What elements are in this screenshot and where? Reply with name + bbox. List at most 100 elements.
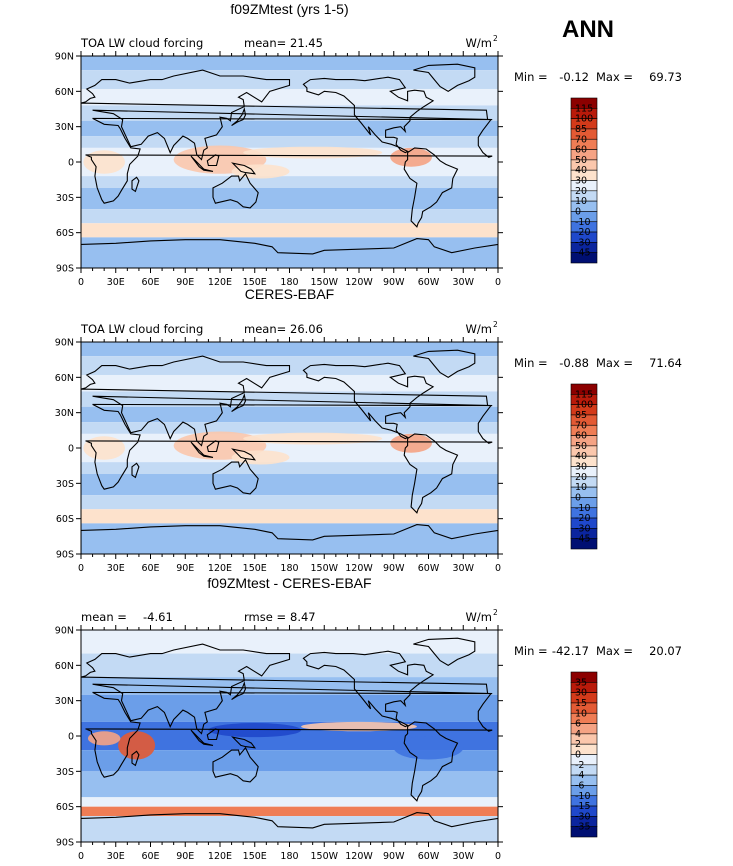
x-tick-label: 30E [107, 851, 125, 862]
coastline [190, 441, 214, 458]
coastline [302, 362, 435, 440]
panel-title: CERES-EBAF [245, 286, 334, 302]
panel-units-exponent: 2 [493, 608, 498, 617]
y-tick-label: 90S [56, 264, 74, 275]
panel-stat-label: mean= [244, 322, 286, 336]
coastline [231, 681, 247, 700]
y-tick-label: 30N [55, 122, 74, 133]
y-tick-label: 60N [55, 87, 74, 98]
coastline [231, 162, 257, 175]
coastline [131, 750, 140, 767]
x-tick-label: 60E [141, 851, 159, 862]
x-tick-label: 150W [310, 277, 338, 288]
field-band [81, 473, 498, 496]
colorbar-label: 10 [575, 708, 587, 719]
field-band [81, 806, 498, 817]
field-band [81, 677, 498, 695]
colorbar-label: 40 [575, 451, 587, 462]
y-tick-label: 30S [56, 767, 74, 778]
coastline [81, 238, 498, 268]
coastline [131, 176, 140, 193]
colorbar-label: -10 [575, 503, 591, 514]
colorbar-label: 60 [575, 145, 587, 156]
coastline [231, 448, 257, 461]
x-tick-label: 30E [107, 563, 125, 574]
field-feature [243, 432, 383, 445]
colorbar-label: 0 [575, 750, 581, 761]
field-band [81, 653, 498, 678]
field-band [81, 422, 498, 434]
max-label: Max = [596, 70, 633, 84]
coastline [85, 403, 493, 490]
x-tick-label: 150W [310, 563, 338, 574]
x-tick-label: 120W [345, 851, 373, 862]
x-tick-label: 0 [495, 277, 501, 288]
x-tick-label: 90E [176, 277, 194, 288]
panel-units-exponent: 2 [493, 320, 498, 329]
max-value: 20.07 [649, 644, 682, 658]
field-band [81, 750, 498, 772]
colorbar-label: -30 [575, 523, 591, 534]
x-tick-label: 90W [383, 851, 405, 862]
x-tick-label: 120E [208, 563, 232, 574]
field-feature [83, 150, 126, 174]
colorbar-label: -10 [575, 791, 591, 802]
coastline [206, 728, 220, 741]
colorbar-label: 100 [575, 114, 593, 125]
field-band [81, 462, 498, 474]
field-band [81, 176, 498, 188]
field-band [81, 223, 498, 238]
coastline [206, 440, 220, 453]
coastline [302, 76, 435, 154]
colorbar-box [570, 826, 598, 838]
colorbar-label: 30 [575, 688, 587, 699]
x-tick-label: 30W [453, 277, 475, 288]
coastline [413, 63, 476, 92]
x-tick-label: 120W [345, 563, 373, 574]
colorbar-label: 85 [575, 410, 587, 421]
y-tick-label: 0 [68, 444, 74, 455]
coastline [81, 643, 493, 735]
field-feature [87, 731, 121, 746]
min-label: Min = [514, 70, 548, 84]
field-band [81, 694, 498, 722]
x-tick-label: 0 [495, 563, 501, 574]
x-tick-label: 60E [141, 563, 159, 574]
coastline [231, 736, 257, 749]
colorbar-label: 35 [575, 677, 587, 688]
coastline [190, 155, 214, 172]
colorbar-label: 50 [575, 441, 587, 452]
panel-stat-label: mean= [244, 36, 286, 50]
y-tick-label: 30N [55, 696, 74, 707]
map-field [81, 342, 498, 554]
map-panel-2: CERES-EBAF TOA LW cloud forcing mean= 26.06… [55, 286, 682, 574]
y-tick-label: 60S [56, 514, 74, 525]
coastline [212, 458, 259, 495]
panel-units-exponent: 2 [493, 34, 498, 43]
x-tick-label: 60W [418, 277, 440, 288]
x-tick-label: 120W [345, 277, 373, 288]
field-band [81, 209, 498, 224]
panel-units: W/m [466, 36, 492, 50]
x-tick-label: 150E [243, 277, 267, 288]
y-tick-label: 30N [55, 408, 74, 419]
panel-title: f09ZMtest - CERES-EBAF [207, 575, 371, 591]
field-feature [301, 721, 417, 732]
y-tick-label: 90S [56, 838, 74, 849]
field-band [81, 630, 498, 654]
colorbar-label: -30 [575, 811, 591, 822]
colorbar-label: 6 [575, 719, 581, 730]
x-tick-label: 30W [453, 563, 475, 574]
field-band [81, 406, 498, 423]
colorbar-label: -4 [575, 770, 584, 781]
colorbar-label: 40 [575, 165, 587, 176]
coastline [190, 729, 214, 746]
colorbar-label: 70 [575, 134, 587, 145]
colorbar-label: 4 [575, 729, 581, 740]
colorbar-label: 30 [575, 462, 587, 473]
colorbar-label: 85 [575, 124, 587, 135]
y-tick-label: 90N [55, 52, 74, 63]
y-tick-label: 30S [56, 479, 74, 490]
coastline [81, 355, 493, 447]
